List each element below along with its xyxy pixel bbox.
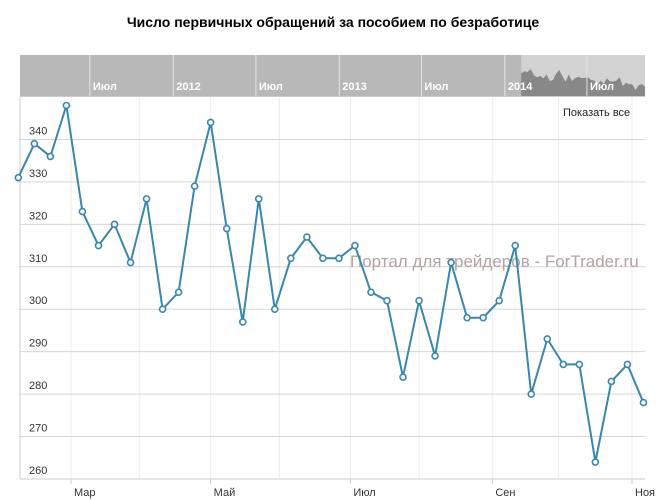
data-point[interactable] <box>351 241 359 250</box>
data-point[interactable] <box>639 398 648 407</box>
data-point[interactable] <box>94 241 103 250</box>
x-tick-label: Ноя <box>635 487 655 499</box>
data-point[interactable] <box>206 118 215 127</box>
data-point[interactable] <box>399 373 407 381</box>
navigator-tick-label: Июл <box>93 81 117 93</box>
x-tick-label: Июл <box>353 487 375 499</box>
grid <box>20 97 645 480</box>
data-point[interactable] <box>30 139 39 148</box>
data-point[interactable] <box>383 296 391 305</box>
series-line <box>17 105 645 463</box>
series <box>14 101 648 466</box>
navigator-tick-label: 2014 <box>508 81 533 93</box>
data-point[interactable] <box>415 296 423 305</box>
chart-title: Число первичных обращений за пособием по… <box>127 14 540 30</box>
data-point[interactable] <box>174 288 183 297</box>
data-point[interactable] <box>559 360 568 369</box>
data-point[interactable] <box>110 220 119 229</box>
data-point[interactable] <box>431 352 439 360</box>
data-point[interactable] <box>270 305 279 314</box>
x-axis: Мар Май Июл Сен Ноя <box>20 478 655 499</box>
data-point[interactable] <box>142 195 151 203</box>
data-point[interactable] <box>591 458 600 466</box>
data-point[interactable] <box>527 390 536 398</box>
y-tick-label: 260 <box>29 465 47 477</box>
navigator-tick-label: Июл <box>590 81 614 93</box>
navigator-tick-label: Июл <box>424 81 448 93</box>
data-point[interactable] <box>238 318 247 326</box>
y-tick-label: 340 <box>29 125 47 137</box>
data-point[interactable] <box>607 377 616 386</box>
data-point[interactable] <box>495 296 503 305</box>
data-point[interactable] <box>190 182 199 190</box>
data-point[interactable] <box>62 101 71 110</box>
y-tick-label: 270 <box>29 423 47 435</box>
data-point[interactable] <box>623 360 632 369</box>
data-point[interactable] <box>367 288 375 297</box>
navigator-series <box>521 69 645 96</box>
navigator[interactable]: Июл 2012 Июл 2013 Июл 2014 Июл <box>20 55 645 97</box>
y-tick-label: 290 <box>29 338 47 350</box>
data-point[interactable] <box>463 313 471 322</box>
data-point[interactable] <box>543 335 552 343</box>
y-axis: 260 270 280 290 300 310 320 330 340 <box>19 97 47 479</box>
navigator-tick-label: Июл <box>259 81 283 93</box>
y-tick-label: 330 <box>29 168 47 180</box>
data-point[interactable] <box>575 360 584 369</box>
navigator-tick-label: 2012 <box>176 81 200 93</box>
data-point[interactable] <box>479 313 487 322</box>
y-tick-label: 300 <box>29 295 47 307</box>
x-tick-label: Май <box>214 487 236 499</box>
data-point[interactable] <box>126 258 135 267</box>
data-point[interactable] <box>14 173 23 182</box>
data-point[interactable] <box>287 254 295 263</box>
data-point[interactable] <box>511 241 520 250</box>
y-tick-label: 280 <box>29 380 47 392</box>
data-point[interactable] <box>335 254 343 263</box>
x-tick-label: Мар <box>74 487 96 499</box>
data-point[interactable] <box>254 195 263 203</box>
watermark: Портал для трейдеров - ForTrader.ru <box>350 252 639 271</box>
x-tick-label: Сен <box>495 487 515 499</box>
navigator-tick-label: 2013 <box>342 81 366 93</box>
data-point[interactable] <box>46 152 55 161</box>
data-point[interactable] <box>303 233 311 241</box>
y-tick-label: 320 <box>29 210 47 222</box>
data-point[interactable] <box>447 258 455 267</box>
show-all-button[interactable]: Показать все <box>563 107 630 119</box>
data-point[interactable] <box>319 254 327 263</box>
y-tick-label: 310 <box>29 253 47 265</box>
data-point[interactable] <box>78 207 87 216</box>
data-point[interactable] <box>222 224 231 233</box>
data-point[interactable] <box>158 305 167 314</box>
